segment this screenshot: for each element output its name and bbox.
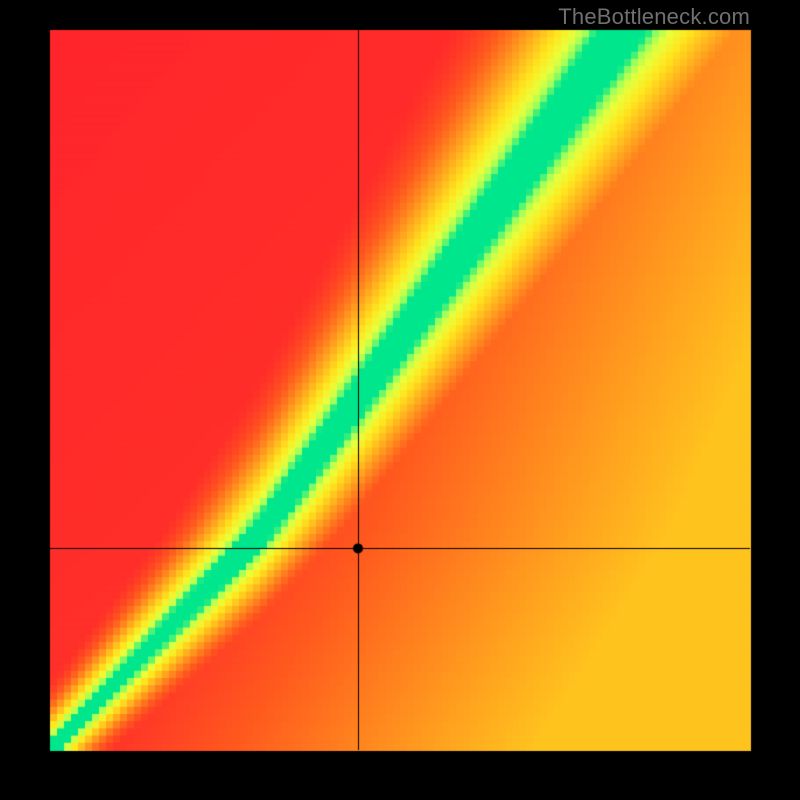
bottleneck-heatmap: [0, 0, 800, 800]
chart-container: TheBottleneck.com: [0, 0, 800, 800]
watermark-text: TheBottleneck.com: [558, 4, 750, 30]
